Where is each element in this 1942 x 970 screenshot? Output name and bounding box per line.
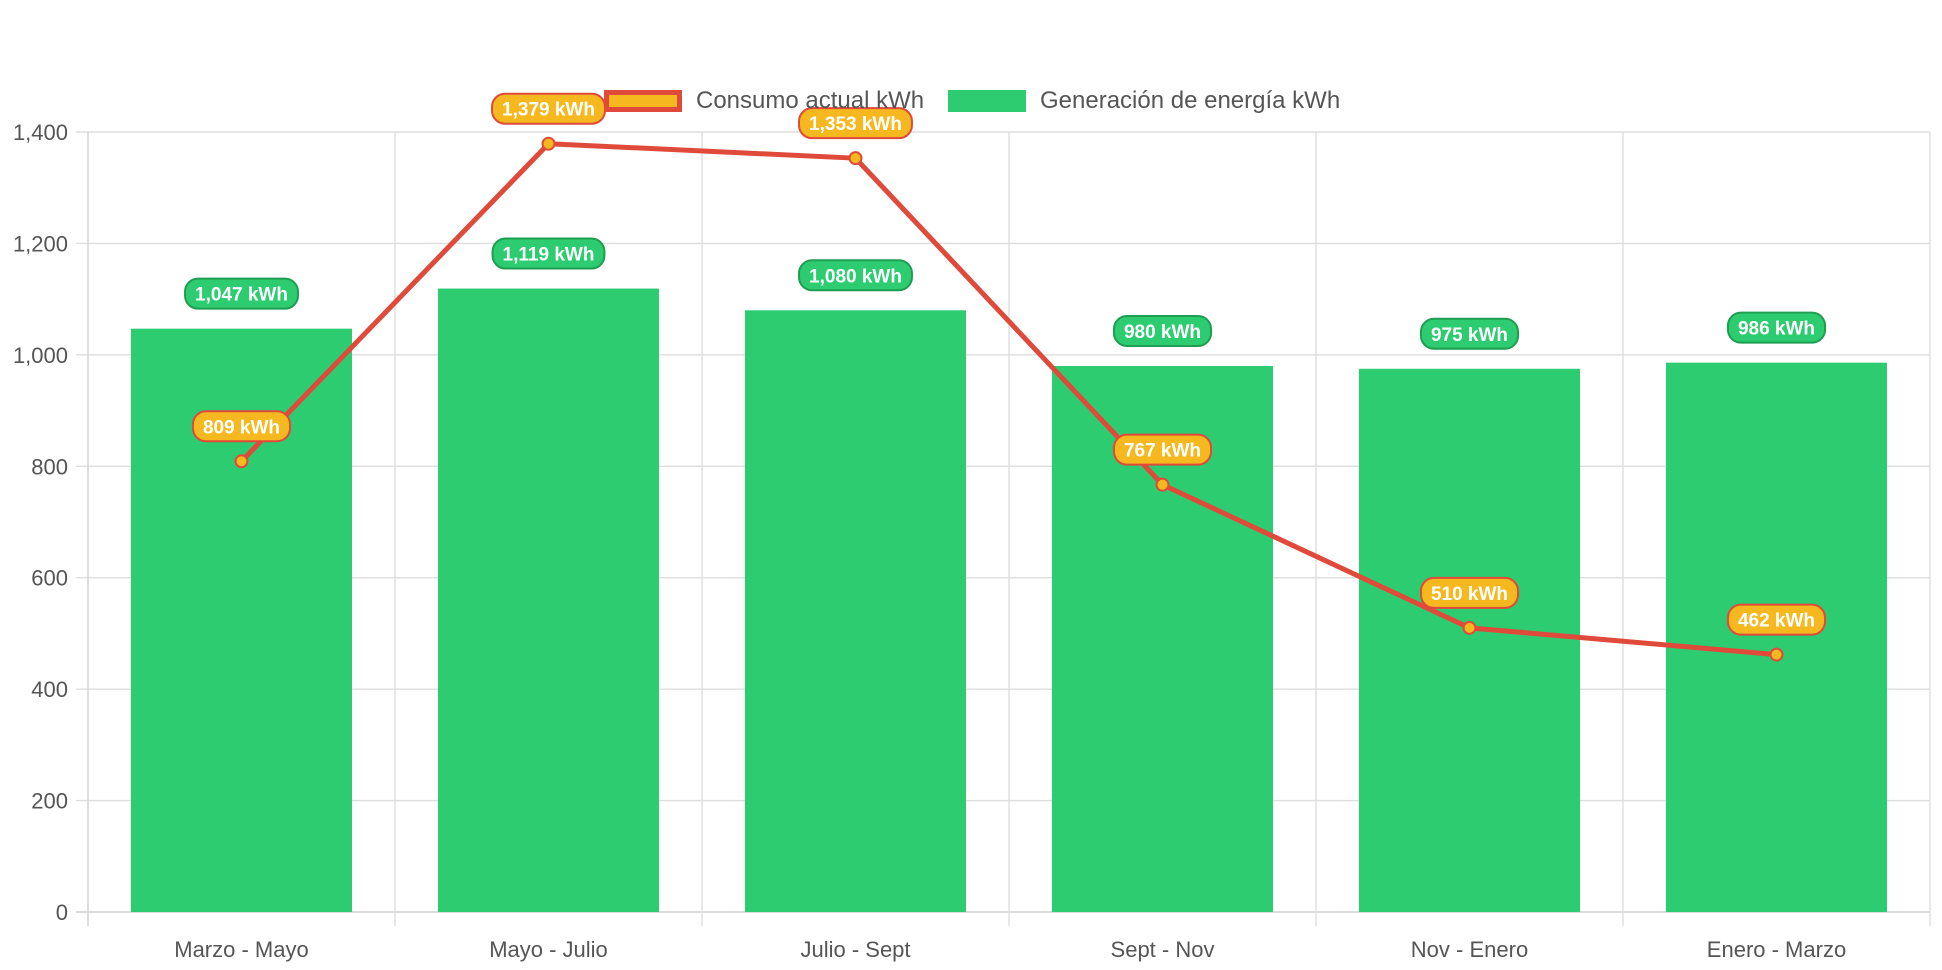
bar-data-label-bg (798, 259, 913, 292)
y-tick-label: 400 (31, 677, 68, 702)
legend-label-consumo: Consumo actual kWh (696, 87, 925, 114)
bar-data-label-bg (1726, 311, 1827, 344)
legend: Consumo actual kWh Generación de energía… (0, 84, 1942, 118)
legend-label-generacion: Generación de energía kWh (1040, 87, 1341, 114)
bar-data-label: 1,047 kWh (184, 277, 299, 310)
line-point (1769, 647, 1784, 662)
grid (76, 131, 1931, 926)
line-data-label: 767 kWh (1112, 433, 1213, 466)
y-tick-label: 1,200 (13, 231, 68, 256)
line-data-label: 1,379 kWh (491, 92, 606, 125)
bar-data-label-text: 1,080 kWh (809, 266, 902, 287)
x-tick-label: Nov - Enero (1411, 937, 1528, 962)
y-tick-label: 600 (31, 566, 68, 591)
bar (744, 310, 967, 912)
line-point (234, 454, 249, 469)
bar-data-label-bg (491, 237, 606, 270)
line-data-label-bg (1726, 603, 1827, 636)
legend-item-consumo[interactable]: Consumo actual kWh (604, 84, 924, 118)
axes: 0 200 400 600 800 1,000 1,200 1,400 Marzo - Mayo… (13, 120, 1846, 962)
y-tick-label: 200 (31, 789, 68, 814)
bar-series (130, 288, 1888, 913)
bar (1665, 362, 1888, 913)
x-tick-label: Mayo - Julio (489, 937, 608, 962)
line-data-label-text: 1,353 kWh (809, 114, 902, 135)
bar-data-label: 1,119 kWh (491, 237, 606, 270)
line-series (234, 136, 1784, 662)
line-data-label-bg (191, 410, 292, 443)
bar (1358, 368, 1581, 912)
line-data-label-text: 809 kWh (203, 417, 280, 438)
x-tick-label: Marzo - Mayo (174, 937, 308, 962)
x-tick-label: Sept - Nov (1111, 937, 1215, 962)
line-data-label-text: 767 kWh (1124, 441, 1201, 462)
line-data-label-bg (1419, 576, 1520, 609)
line-data-label-text: 510 kWh (1431, 584, 1508, 605)
bar-data-label: 986 kWh (1726, 311, 1827, 344)
line-data-label-text: 462 kWh (1738, 611, 1815, 632)
line-data-label-bg (798, 107, 913, 140)
legend-item-generacion[interactable]: Generación de energía kWh (948, 84, 1340, 118)
bar-data-label: 1,080 kWh (798, 259, 913, 292)
bar-data-label-text: 986 kWh (1738, 319, 1815, 340)
line-point (541, 136, 556, 151)
legend-swatch-generacion (948, 90, 1026, 112)
y-tick-label: 0 (56, 900, 68, 925)
bar-data-label-text: 1,119 kWh (503, 245, 595, 266)
line-point (848, 151, 863, 166)
line-point (1155, 477, 1170, 492)
bar-data-label-text: 980 kWh (1124, 322, 1201, 343)
line-data-label-bg (1112, 433, 1213, 466)
line-data-label-text: 1,379 kWh (502, 100, 595, 121)
bar (437, 288, 660, 912)
bar-data-label-text: 975 kWh (1431, 325, 1508, 346)
line-data-label: 510 kWh (1419, 576, 1520, 609)
legend-swatch-consumo (604, 90, 682, 112)
line-data-label: 462 kWh (1726, 603, 1827, 636)
y-tick-label: 800 (31, 454, 68, 479)
y-tick-label: 1,000 (13, 343, 68, 368)
line-path (239, 141, 1779, 658)
data-labels: 1,047 kWh 1,119 kWh 1,080 kWh 980 kWh 975 kW… (184, 92, 1827, 636)
line-point (1462, 620, 1477, 635)
line-data-label: 809 kWh (191, 410, 292, 443)
bar-data-label-bg (1419, 317, 1520, 350)
y-tick-label: 1,400 (13, 120, 68, 145)
bar-data-label: 980 kWh (1112, 315, 1213, 347)
bar-data-label-text: 1,047 kWh (195, 285, 288, 306)
bar-data-label-bg (184, 277, 299, 310)
line-data-label: 1,353 kWh (798, 107, 913, 140)
bar-data-label-bg (1112, 315, 1213, 347)
bar-data-label: 975 kWh (1419, 317, 1520, 350)
x-tick-label: Enero - Marzo (1707, 937, 1846, 962)
x-tick-label: Julio - Sept (800, 937, 910, 962)
